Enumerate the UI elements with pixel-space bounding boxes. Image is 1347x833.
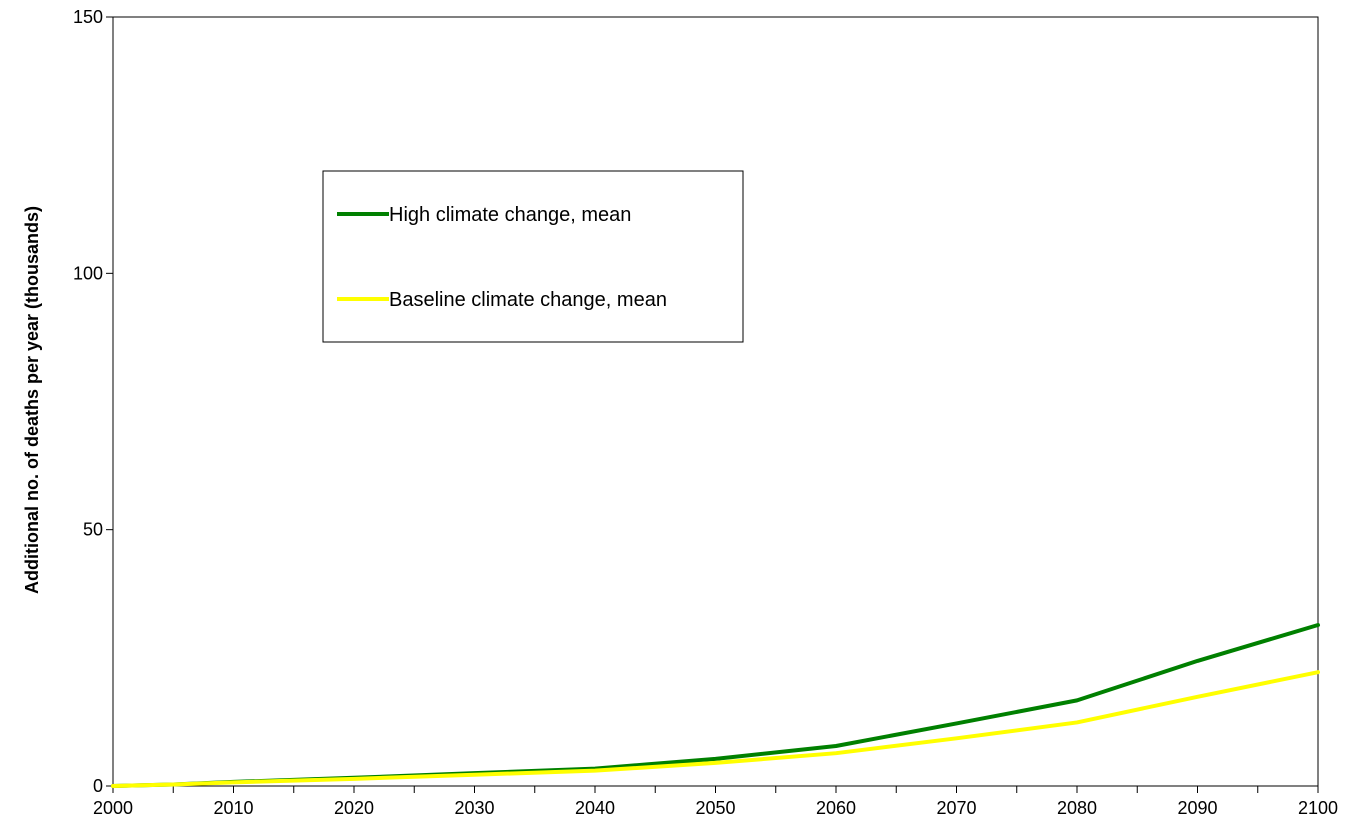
plot-area <box>112 16 1319 787</box>
x-tick-label: 2050 <box>695 798 735 818</box>
x-tick-label: 2040 <box>575 798 615 818</box>
y-tick-label: 150 <box>73 7 103 27</box>
y-axis-title: Additional no. of deaths per year (thous… <box>22 206 42 594</box>
legend-label-high: High climate change, mean <box>389 204 631 226</box>
x-tick-label: 2080 <box>1057 798 1097 818</box>
x-tick-label: 2020 <box>334 798 374 818</box>
x-tick-label: 2090 <box>1177 798 1217 818</box>
x-tick-label: 2000 <box>93 798 133 818</box>
y-tick-label: 100 <box>73 263 103 283</box>
legend-label-baseline: Baseline climate change, mean <box>389 289 667 311</box>
legend-box <box>322 170 744 343</box>
y-tick-label: 0 <box>93 776 103 796</box>
x-tick-label: 2010 <box>213 798 253 818</box>
x-tick-label: 2100 <box>1298 798 1338 818</box>
series-line-1 <box>111 670 1320 788</box>
x-tick-label: 2030 <box>454 798 494 818</box>
y-tick-label: 50 <box>83 520 103 540</box>
y-axis: 0 50 100 150 <box>73 7 113 796</box>
series-layer <box>111 623 1320 788</box>
legend: High climate change, mean Baseline clima… <box>322 170 744 343</box>
x-tick-label: 2060 <box>816 798 856 818</box>
x-tick-label: 2070 <box>936 798 976 818</box>
x-axis: 2000 2010 2020 2030 2040 2050 2060 2070 2080 2090… <box>93 786 1338 818</box>
